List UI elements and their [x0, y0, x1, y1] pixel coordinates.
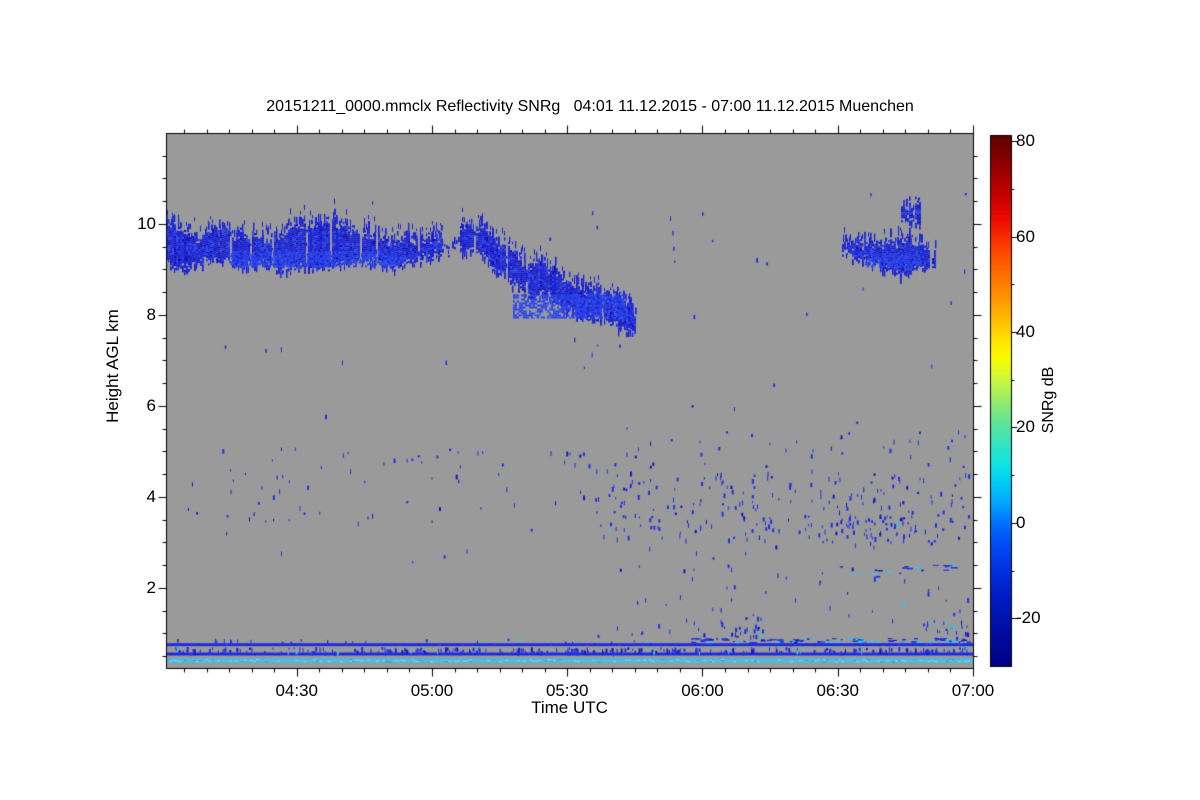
colorbar-tick-label--20: -20 [1016, 608, 1041, 628]
y-tick-label-6: 6 [146, 395, 156, 415]
x-tick-label-05:00: 05:00 [410, 681, 454, 700]
plot-title: 20151211_0000.mmclx Reflectivity SNRg 04… [266, 98, 914, 115]
x-tick-label-06:00: 06:00 [681, 681, 724, 700]
colorbar-tick-label-40: 40 [1016, 322, 1035, 342]
y-axis-label: Height AGL km [103, 309, 122, 423]
y-tick-label-8: 8 [146, 304, 156, 324]
colorbar-tick-label-20: 20 [1016, 417, 1035, 437]
colorbar-tick-label-60: 60 [1016, 226, 1035, 246]
colorbar [990, 135, 1011, 666]
colorbar-tick-label-0: 0 [1016, 512, 1026, 532]
plot-area [166, 133, 973, 668]
x-tick-label-04:30: 04:30 [275, 681, 318, 700]
x-tick-label-07:00: 07:00 [951, 681, 995, 700]
x-tick-label-05:30: 05:30 [545, 681, 589, 700]
colorbar-axis-label: SNRg dB [1040, 366, 1057, 434]
colorbar-tick-label-80: 80 [1016, 131, 1035, 151]
y-tick-label-2: 2 [146, 577, 156, 597]
y-tick-label-10: 10 [137, 213, 156, 233]
y-tick-label-4: 4 [146, 486, 156, 506]
x-axis-label: Time UTC [531, 698, 608, 717]
x-tick-label-06:30: 06:30 [816, 681, 859, 700]
